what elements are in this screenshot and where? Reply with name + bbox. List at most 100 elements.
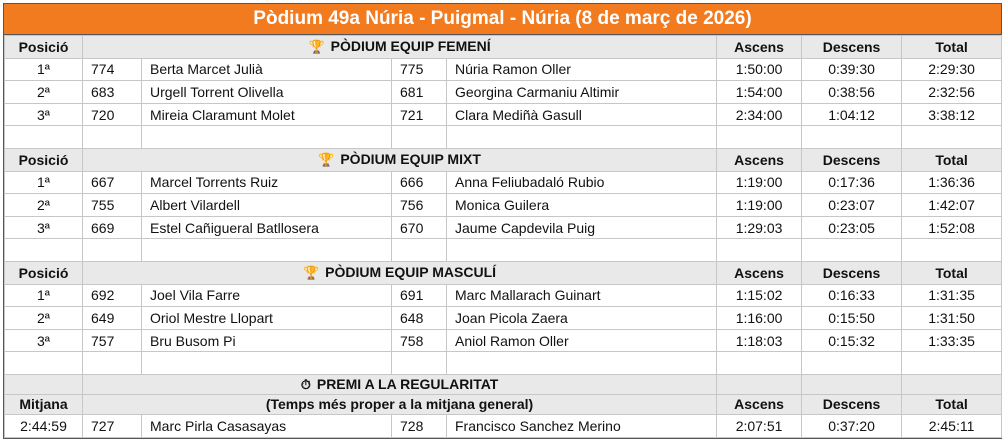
runner-name-1: Mireia Claramunt Molet [141, 102, 392, 127]
runner-name-2: Anna Feliubadaló Rubio [445, 170, 718, 195]
spacer-row [4, 351, 1003, 375]
bib-number-1: 669 [82, 215, 142, 240]
bib-number-1: 727 [82, 413, 142, 438]
runner-name-2: Clara Mediñà Gasull [445, 102, 718, 127]
bib-number-1: 720 [82, 102, 142, 127]
ascens-time: 1:19:00 [716, 170, 803, 195]
total-time: 2:32:56 [901, 80, 1003, 104]
position-cell: 3ª [4, 215, 83, 240]
spacer-row [4, 238, 1003, 262]
descens-header: Descens [801, 260, 903, 285]
empty-cell [391, 125, 447, 149]
ascens-header: Ascens [716, 147, 803, 172]
position-header: Posició [4, 35, 83, 59]
descens-time: 0:37:20 [801, 413, 903, 438]
ascens-time: 1:15:02 [716, 283, 803, 308]
table-row: 2ª 755 Albert Vilardell 756 Monica Guilera 1:… [4, 193, 1003, 217]
empty-cell [141, 351, 392, 375]
runner-name-2: Jaume Capdevila Puig [445, 215, 718, 240]
runner-name-2: Francisco Sanchez Merino [445, 413, 718, 438]
empty-cell [801, 238, 903, 262]
podium-sheet: Pòdium 49a Núria - Puigmal - Núria (8 de… [3, 3, 1003, 439]
section-heading: 🏆 PÒDIUM EQUIP FEMENÍ [81, 35, 718, 59]
table-row: 1ª 774 Berta Marcet Julià 775 Núria Ramon Ol… [4, 57, 1003, 82]
runner-name-1: Urgell Torrent Olivella [141, 80, 392, 104]
empty-cell [801, 373, 903, 395]
regularity-heading-text: PREMI A LA REGULARITAT [316, 375, 499, 392]
bib-number-1: 774 [82, 57, 142, 82]
bib-number-2: 758 [391, 328, 447, 353]
descens-time: 0:39:30 [801, 57, 903, 82]
bib-number-2: 648 [391, 306, 447, 330]
empty-cell [82, 238, 142, 262]
ascens-time: 1:54:00 [716, 80, 803, 104]
table-row: 1ª 667 Marcel Torrents Ruiz 666 Anna Feliuba… [4, 170, 1003, 195]
runner-name-2: Marc Mallarach Guinart [445, 283, 718, 308]
position-cell: 2ª [4, 80, 83, 104]
ascens-time: 2:34:00 [716, 102, 803, 127]
empty-cell [4, 125, 83, 149]
runner-name-2: Núria Ramon Oller [445, 57, 718, 82]
empty-cell [801, 351, 903, 375]
descens-time: 0:23:07 [801, 193, 903, 217]
empty-cell [391, 351, 447, 375]
empty-cell [4, 351, 83, 375]
total-time: 1:52:08 [901, 215, 1003, 240]
runner-name-1: Bru Busom Pi [141, 328, 392, 353]
regularity-subheading: (Temps més proper a la mitjana general) [81, 393, 718, 415]
total-time: 2:45:11 [901, 413, 1003, 438]
runner-name-2: Joan Picola Zaera [445, 306, 718, 330]
position-header: Posició [4, 260, 83, 285]
bib-number-2: 691 [391, 283, 447, 308]
empty-cell [901, 373, 1003, 395]
total-header: Total [901, 260, 1003, 285]
descens-time: 0:23:05 [801, 215, 903, 240]
position-cell: 1ª [4, 283, 83, 308]
runner-name-1: Oriol Mestre Llopart [141, 306, 392, 330]
runner-name-1: Marcel Torrents Ruiz [141, 170, 392, 195]
empty-cell [141, 238, 392, 262]
total-header: Total [901, 147, 1003, 172]
runner-name-1: Berta Marcet Julià [141, 57, 392, 82]
bib-number-2: 721 [391, 102, 447, 127]
runner-name-2: Aniol Ramon Oller [445, 328, 718, 353]
empty-cell [4, 373, 83, 395]
empty-cell [716, 373, 803, 395]
runner-name-2: Monica Guilera [445, 193, 718, 217]
total-header: Total [901, 35, 1003, 59]
trophy-icon: 🏆 [308, 39, 325, 55]
descens-time: 0:16:33 [801, 283, 903, 308]
section-header-row: Posició 🏆 PÒDIUM EQUIP FEMENÍ Ascens Descens… [4, 35, 1003, 59]
position-header: Posició [4, 147, 83, 172]
bib-number-1: 757 [82, 328, 142, 353]
position-cell: 1ª [4, 57, 83, 82]
section-heading: 🏆 PÒDIUM EQUIP MASCULÍ [81, 260, 718, 285]
descens-time: 0:17:36 [801, 170, 903, 195]
section-heading: 🏆 PÒDIUM EQUIP MIXT [81, 147, 718, 172]
descens-header: Descens [801, 35, 903, 59]
descens-time: 0:38:56 [801, 80, 903, 104]
bib-number-2: 666 [391, 170, 447, 195]
empty-cell [901, 351, 1003, 375]
section-header-row: Posició 🏆 PÒDIUM EQUIP MIXT Ascens Descens To… [4, 147, 1003, 172]
bib-number-2: 670 [391, 215, 447, 240]
table-row: 3ª 757 Bru Busom Pi 758 Aniol Ramon Oller 1:1… [4, 328, 1003, 353]
empty-cell [716, 125, 803, 149]
ascens-header: Ascens [716, 260, 803, 285]
position-cell: 3ª [4, 102, 83, 127]
section-heading-text: PÒDIUM EQUIP FEMENÍ [330, 38, 491, 55]
ascens-time: 1:18:03 [716, 328, 803, 353]
runner-name-1: Estel Cañigueral Batllosera [141, 215, 392, 240]
bib-number-1: 755 [82, 193, 142, 217]
runner-name-1: Marc Pirla Casasayas [141, 413, 392, 438]
position-cell: 1ª [4, 170, 83, 195]
total-time: 1:31:50 [901, 306, 1003, 330]
section-heading-text: PÒDIUM EQUIP MIXT [340, 151, 481, 168]
results-table: Posició 🏆 PÒDIUM EQUIP FEMENÍ Ascens Descens… [4, 35, 1003, 438]
bib-number-2: 728 [391, 413, 447, 438]
bib-number-1: 683 [82, 80, 142, 104]
trophy-icon: 🏆 [302, 265, 320, 281]
empty-cell [4, 238, 83, 262]
descens-header: Descens [801, 147, 903, 172]
empty-cell [391, 238, 447, 262]
